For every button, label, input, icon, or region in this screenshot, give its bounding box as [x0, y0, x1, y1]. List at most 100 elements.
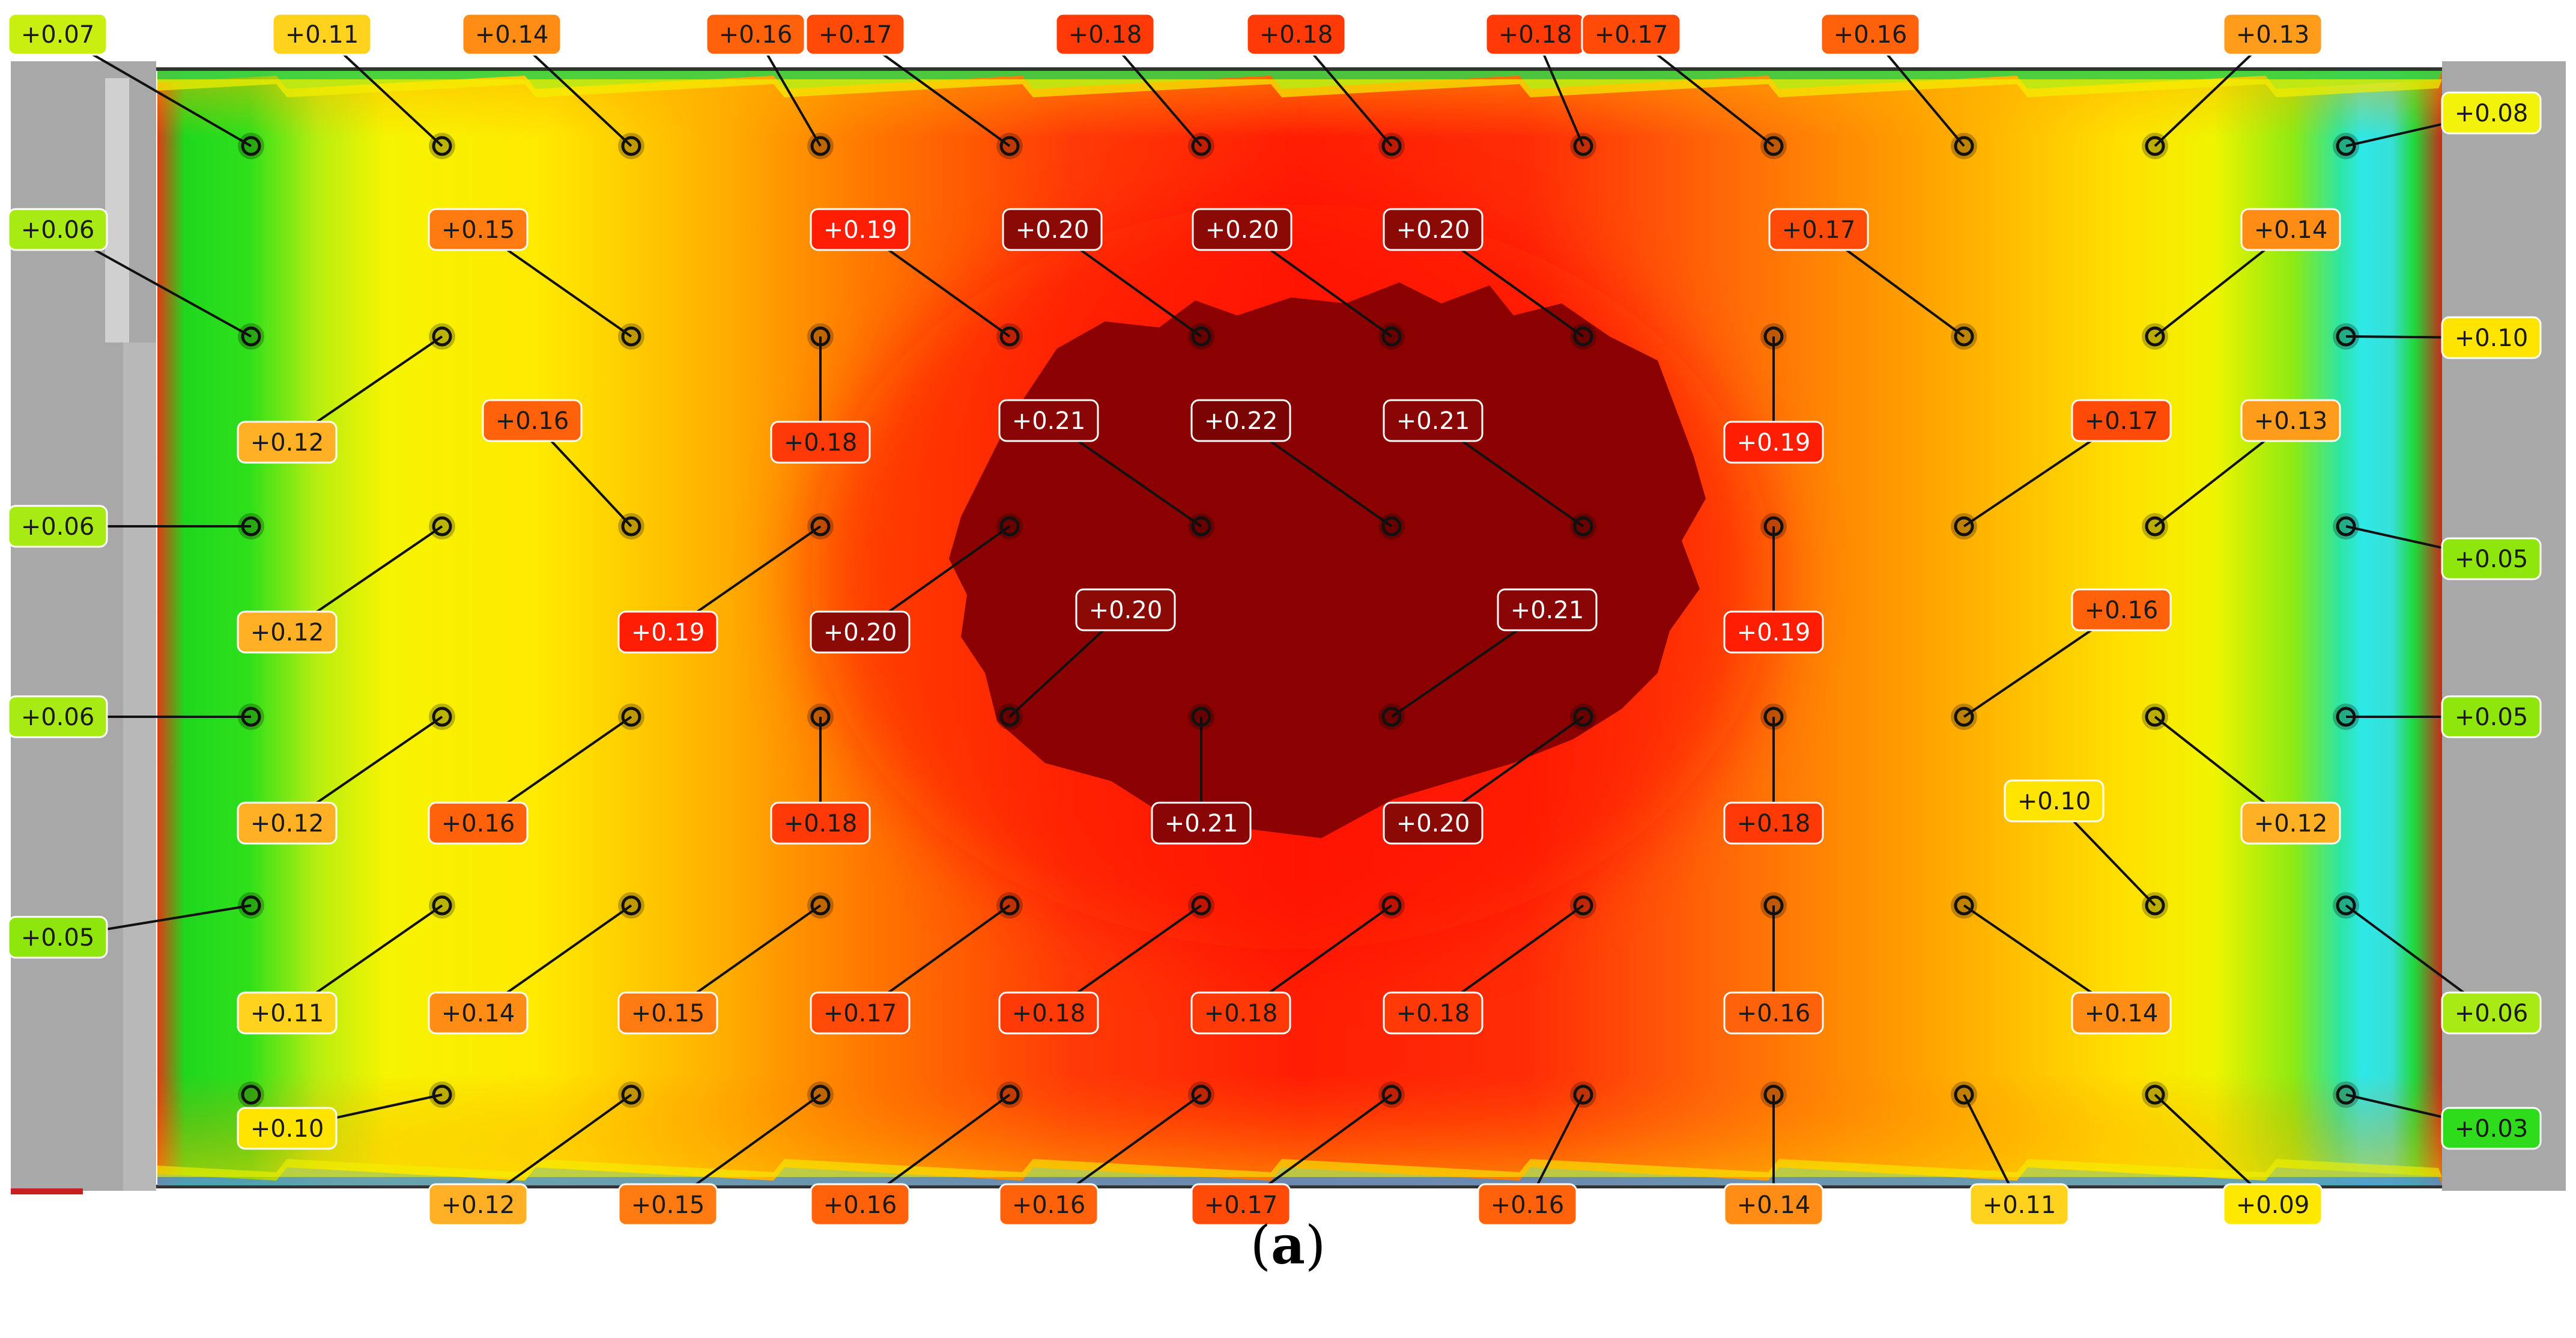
measurement-point-marker — [2333, 323, 2359, 350]
measurement-point-marker — [2142, 323, 2168, 350]
value-label: +0.16 — [1820, 13, 1921, 56]
value-label-text: +0.06 — [21, 513, 95, 541]
value-label-text: +0.17 — [823, 1000, 897, 1027]
value-label: +0.16 — [705, 13, 806, 56]
measurement-points — [238, 133, 2359, 1108]
measurement-point-marker — [238, 892, 264, 919]
value-label-text: +0.15 — [631, 1191, 705, 1219]
value-label-text: +0.10 — [250, 1115, 324, 1143]
value-label-text: +0.16 — [441, 810, 515, 838]
value-label: +0.16 — [1723, 991, 1824, 1035]
value-label-text: +0.20 — [1089, 597, 1163, 624]
measurement-point-marker — [2142, 1081, 2168, 1108]
value-label-text: +0.12 — [441, 1191, 515, 1219]
measurement-point-marker — [2333, 513, 2359, 540]
value-label-text: +0.18 — [1259, 21, 1333, 49]
value-label: +0.10 — [237, 1107, 338, 1150]
value-label: +0.20 — [1383, 801, 1483, 845]
value-label-text: +0.17 — [2085, 407, 2159, 435]
measurement-point-marker — [618, 704, 644, 730]
measurement-point-marker — [1760, 323, 1787, 350]
measurement-point-marker — [2333, 133, 2359, 159]
value-label: +0.20 — [1002, 208, 1103, 251]
value-label-text: +0.17 — [1204, 1191, 1278, 1219]
caption-letter: a — [1270, 1214, 1306, 1276]
measurement-point-marker — [238, 704, 264, 730]
value-label: +0.13 — [2222, 13, 2323, 56]
value-label: +0.15 — [617, 1183, 718, 1226]
value-label-text: +0.18 — [1204, 1000, 1278, 1027]
value-label: +0.09 — [2222, 1183, 2323, 1226]
value-label-text: +0.05 — [2455, 704, 2529, 731]
value-label-text: +0.12 — [250, 619, 324, 646]
measurement-point-marker — [996, 1081, 1023, 1108]
caption-open: ( — [1250, 1214, 1271, 1276]
measurement-point-marker — [996, 704, 1023, 730]
measurement-point-marker — [1951, 704, 1977, 730]
value-label-text: +0.10 — [2455, 324, 2529, 352]
measurement-point-marker — [618, 513, 644, 540]
value-label: +0.14 — [461, 13, 562, 56]
value-label-text: +0.17 — [819, 21, 893, 49]
value-label-text: +0.21 — [1012, 407, 1086, 435]
measurement-point-marker — [1188, 1081, 1214, 1108]
value-label-text: +0.18 — [1737, 810, 1811, 838]
value-label: +0.18 — [998, 991, 1099, 1035]
value-label: +0.18 — [770, 421, 871, 464]
value-label-text: +0.20 — [1016, 216, 1089, 244]
value-label: +0.14 — [2240, 208, 2341, 251]
value-label: +0.05 — [2441, 695, 2542, 738]
value-label: +0.12 — [237, 801, 338, 845]
value-label: +0.19 — [810, 208, 911, 251]
measurement-point-marker — [429, 704, 455, 730]
value-label-text: +0.13 — [2236, 21, 2310, 49]
value-label: +0.11 — [237, 991, 338, 1035]
value-label-text: +0.19 — [823, 216, 897, 244]
value-label-text: +0.22 — [1204, 407, 1278, 435]
value-label: +0.20 — [810, 610, 911, 654]
value-label: +0.15 — [617, 991, 718, 1035]
value-label: +0.10 — [2004, 779, 2105, 823]
value-label-text: +0.18 — [1012, 1000, 1086, 1027]
measurement-point-marker — [429, 323, 455, 350]
value-label: +0.18 — [1485, 13, 1586, 56]
value-label-text: +0.09 — [2236, 1191, 2310, 1219]
value-label: +0.16 — [482, 399, 583, 442]
value-label: +0.16 — [2071, 588, 2172, 631]
value-label-text: +0.14 — [441, 1000, 515, 1027]
measurement-point-marker — [1951, 133, 1977, 159]
measurement-point-marker — [2142, 704, 2168, 730]
value-label-text: +0.12 — [2254, 810, 2328, 838]
measurement-point-marker — [1378, 892, 1405, 919]
value-label-text: +0.08 — [2455, 100, 2529, 127]
value-label-text: +0.19 — [631, 619, 705, 646]
value-label-text: +0.06 — [2455, 1000, 2529, 1027]
measurement-point-marker — [2142, 892, 2168, 919]
value-label-text: +0.18 — [1396, 1000, 1470, 1027]
value-label: +0.06 — [7, 208, 108, 251]
value-label: +0.18 — [1055, 13, 1156, 56]
value-label-text: +0.07 — [21, 21, 95, 49]
value-label: +0.10 — [2441, 316, 2542, 359]
measurement-point-marker — [996, 892, 1023, 919]
value-label: +0.17 — [1768, 208, 1869, 251]
value-label: +0.11 — [271, 13, 372, 56]
value-label: +0.21 — [1497, 588, 1598, 631]
value-label: +0.15 — [428, 208, 529, 251]
value-label-text: +0.14 — [1737, 1191, 1811, 1219]
value-label-text: +0.16 — [823, 1191, 897, 1219]
value-label: +0.17 — [2071, 399, 2172, 442]
value-label-text: +0.03 — [2455, 1115, 2529, 1143]
value-label: +0.07 — [7, 13, 108, 56]
value-label: +0.05 — [2441, 537, 2542, 580]
value-label: +0.19 — [1723, 421, 1824, 464]
value-label-text: +0.16 — [1012, 1191, 1086, 1219]
measurement-point-marker — [1570, 892, 1596, 919]
measurement-point-marker — [807, 323, 834, 350]
value-label-text: +0.13 — [2254, 407, 2328, 435]
value-label: +0.17 — [1581, 13, 1682, 56]
measurement-point-marker — [1951, 323, 1977, 350]
value-label-text: +0.15 — [441, 216, 515, 244]
value-label: +0.22 — [1190, 399, 1291, 442]
